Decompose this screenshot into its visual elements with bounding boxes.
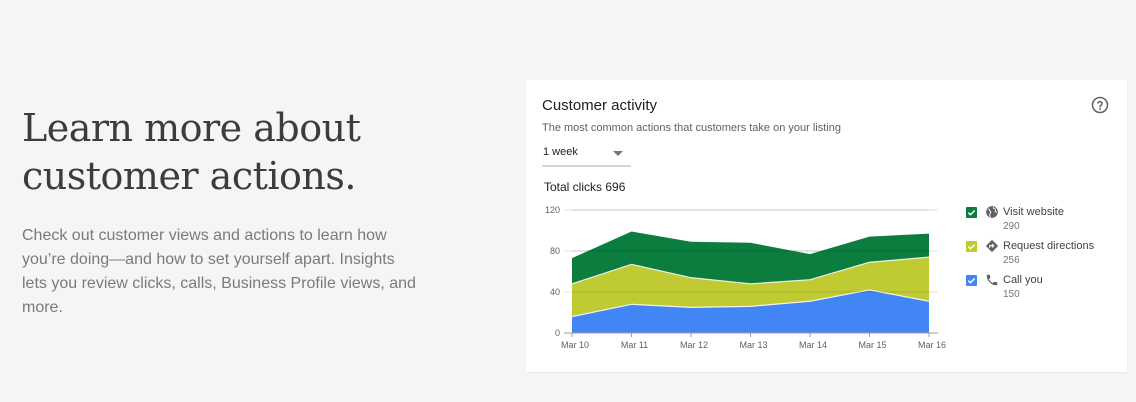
svg-text:Mar 10: Mar 10 [561, 340, 589, 350]
checkbox-call-you[interactable] [966, 275, 977, 286]
legend-label: Call you [1003, 274, 1043, 286]
svg-text:Mar 11: Mar 11 [621, 340, 648, 350]
legend-value: 256 [1003, 255, 1020, 266]
chevron-down-icon [613, 151, 623, 156]
customer-activity-card: Customer activity The most common action… [526, 80, 1127, 372]
checkbox-request-directions[interactable] [966, 241, 977, 252]
legend-value: 150 [1003, 289, 1020, 300]
card-subtitle: The most common actions that customers t… [542, 122, 841, 134]
svg-text:Mar 13: Mar 13 [739, 340, 767, 350]
total-clicks: Total clicks 696 [544, 180, 626, 194]
period-dropdown-value: 1 week [543, 146, 578, 158]
legend-label: Visit website [1003, 206, 1064, 218]
svg-text:120: 120 [545, 205, 560, 215]
section-headline: Learn more about customer actions. [22, 106, 361, 198]
legend-item-request-directions[interactable]: Request directions 256 [966, 238, 1116, 272]
svg-text:0: 0 [555, 328, 560, 338]
svg-text:40: 40 [550, 287, 560, 297]
help-circle-icon[interactable] [1091, 96, 1109, 114]
checkbox-visit-website[interactable] [966, 207, 977, 218]
period-dropdown[interactable]: 1 week [542, 143, 631, 167]
svg-text:80: 80 [550, 246, 560, 256]
stacked-area-chart: 0 40 80 120 Mar 10 Mar 11 Mar 12 Mar 13 Mar 14 Ma… [545, 205, 946, 350]
svg-text:Mar 15: Mar 15 [858, 340, 886, 350]
globe-icon [986, 206, 998, 218]
directions-icon [985, 239, 999, 253]
section-description: Check out customer views and actions to … [22, 227, 416, 316]
phone-icon [986, 274, 998, 286]
chart-legend: Visit website 290 Request directions 256… [966, 204, 1116, 306]
legend-value: 290 [1003, 221, 1020, 232]
legend-item-call-you[interactable]: Call you 150 [966, 272, 1116, 306]
svg-text:Mar 12: Mar 12 [680, 340, 708, 350]
card-title: Customer activity [542, 97, 658, 114]
svg-text:Mar 16: Mar 16 [918, 340, 946, 350]
svg-text:Mar 14: Mar 14 [799, 340, 827, 350]
legend-label: Request directions [1003, 240, 1095, 252]
legend-item-visit-website[interactable]: Visit website 290 [966, 204, 1116, 238]
